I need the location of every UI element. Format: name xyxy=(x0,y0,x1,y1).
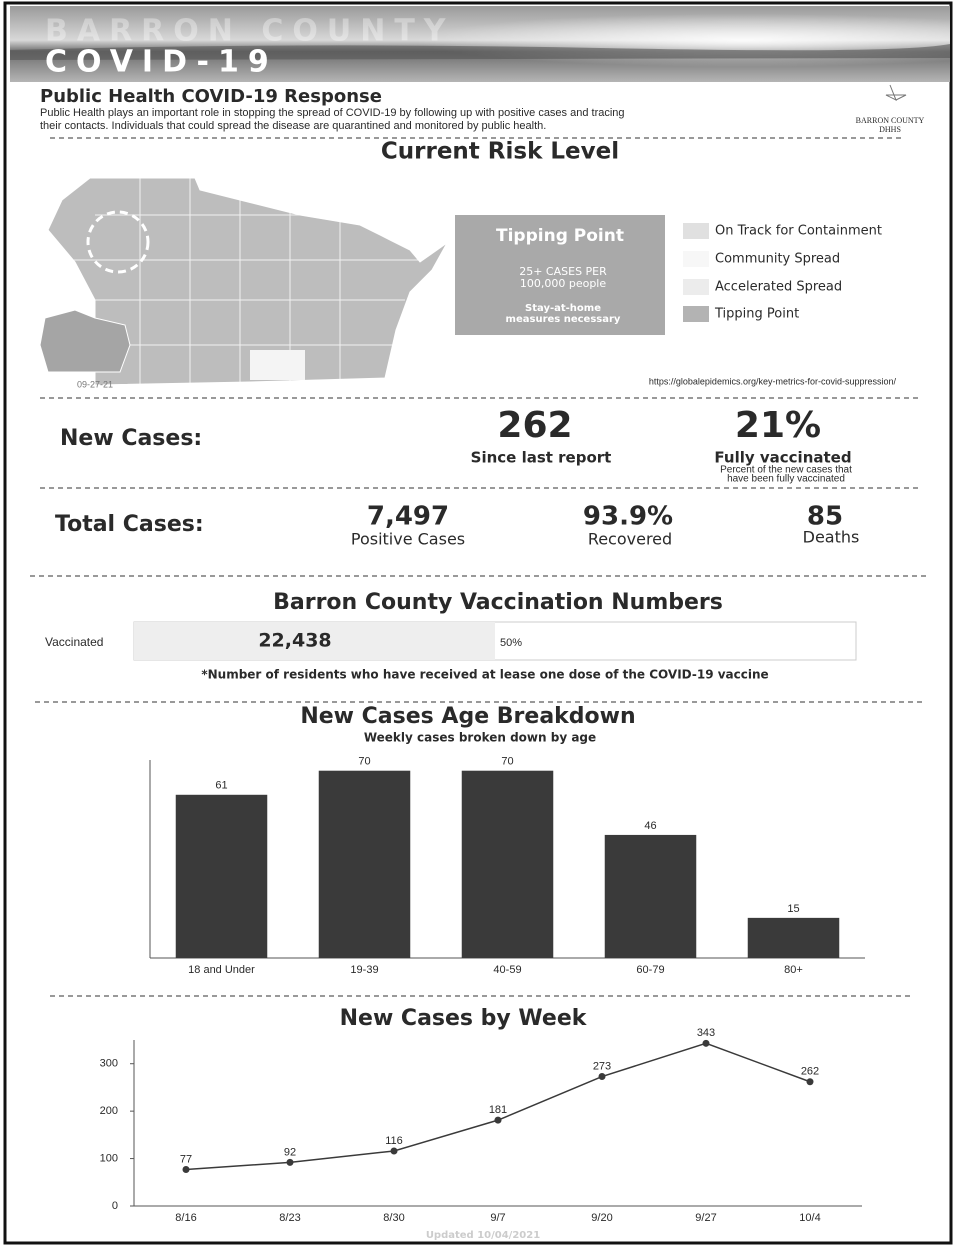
risk-action: measures necessary xyxy=(506,314,621,325)
logo-mark xyxy=(886,85,906,100)
bar xyxy=(605,835,697,958)
intro-heading: Public Health COVID-19 Response xyxy=(40,86,382,107)
y-tick-label: 300 xyxy=(100,1058,118,1070)
legend-label: On Track for Containment xyxy=(715,224,882,239)
data-label: 70 xyxy=(358,756,370,768)
data-label: 273 xyxy=(593,1060,611,1072)
total-cases-label: Total Cases: xyxy=(55,512,204,537)
x-tick-label: 8/30 xyxy=(383,1212,404,1224)
vaccination-row-label: Vaccinated xyxy=(45,635,103,649)
legend-swatch xyxy=(683,223,709,239)
point xyxy=(599,1073,606,1080)
data-label: 77 xyxy=(180,1153,192,1165)
section-title: Barron County Vaccination Numbers xyxy=(273,590,723,615)
vaccinated-note: have been fully vaccinated xyxy=(727,474,845,485)
x-tick-label: 9/20 xyxy=(591,1212,612,1224)
y-tick-label: 200 xyxy=(100,1105,118,1117)
new-cases-count: 262 xyxy=(497,405,572,446)
x-tick-label: 10/4 xyxy=(799,1212,820,1224)
y-tick-label: 0 xyxy=(112,1200,118,1212)
x-tick-label: 9/27 xyxy=(695,1212,716,1224)
x-tick-label: 9/7 xyxy=(490,1212,505,1224)
updated-date: Updated 10/04/2021 xyxy=(426,1230,540,1241)
x-tick-label: 60-79 xyxy=(636,964,664,976)
x-tick-label: 40-59 xyxy=(493,964,521,976)
data-label: 116 xyxy=(385,1135,403,1147)
stat-label: Positive Cases xyxy=(351,530,465,549)
data-label: 61 xyxy=(215,780,227,792)
vaccination-note: *Number of residents who have received a… xyxy=(201,668,768,682)
point xyxy=(495,1117,502,1124)
vaccinated-percent: 21% xyxy=(735,405,821,446)
point xyxy=(183,1166,190,1173)
point xyxy=(703,1040,710,1047)
data-label: 181 xyxy=(489,1104,507,1116)
data-label: 46 xyxy=(644,820,656,832)
banner-subtitle: COVID-19 xyxy=(45,45,278,80)
vaccination-percent: 50% xyxy=(500,637,522,649)
logo-text: DHHS xyxy=(879,125,901,134)
logo-text: BARRON COUNTY xyxy=(856,116,925,125)
legend-swatch xyxy=(683,279,709,295)
stat-value: 7,497 xyxy=(367,502,449,532)
stat-label: Recovered xyxy=(588,530,672,549)
intro-text: their contacts. Individuals that could s… xyxy=(40,120,546,132)
x-tick-label: 80+ xyxy=(784,964,803,976)
new-cases-count-label: Since last report xyxy=(471,449,612,467)
risk-action: Stay-at-home xyxy=(525,303,601,314)
bar xyxy=(462,771,554,958)
banner-title: BARRON COUNTY xyxy=(45,14,455,49)
stat-label: Deaths xyxy=(803,528,860,547)
source-link: https://globalepidemics.org/key-metrics-… xyxy=(649,376,897,386)
risk-level: Tipping Point xyxy=(496,226,624,246)
point xyxy=(391,1147,398,1154)
legend-swatch xyxy=(683,306,709,322)
intro-text: Public Health plays an important role in… xyxy=(40,107,625,119)
banner: BARRON COUNTY COVID-19 xyxy=(10,6,950,82)
legend-label: Accelerated Spread xyxy=(715,280,842,295)
data-label: 15 xyxy=(787,903,799,915)
y-tick-label: 100 xyxy=(100,1152,118,1164)
data-label: 92 xyxy=(284,1146,296,1158)
chart-subtitle: Weekly cases broken down by age xyxy=(364,731,596,745)
bar xyxy=(176,795,268,958)
section-title: Current Risk Level xyxy=(381,139,619,165)
risk-threshold: 100,000 people xyxy=(520,277,607,290)
legend-label: Community Spread xyxy=(715,252,840,267)
map-date: 09-27-21 xyxy=(77,379,113,389)
x-tick-label: 8/16 xyxy=(175,1212,196,1224)
x-tick-label: 8/23 xyxy=(279,1212,300,1224)
legend-swatch xyxy=(683,251,709,267)
point xyxy=(287,1159,294,1166)
chart-title: New Cases Age Breakdown xyxy=(300,704,635,729)
data-label: 343 xyxy=(697,1027,715,1039)
x-tick-label: 18 and Under xyxy=(188,964,255,976)
data-label: 262 xyxy=(801,1066,819,1078)
legend-label: Tipping Point xyxy=(714,307,799,322)
chart-title: New Cases by Week xyxy=(340,1006,588,1031)
data-label: 70 xyxy=(501,756,513,768)
risk-map xyxy=(40,178,447,385)
bar xyxy=(748,918,840,958)
vaccination-count: 22,438 xyxy=(258,630,331,652)
x-tick-label: 19-39 xyxy=(350,964,378,976)
point xyxy=(807,1078,814,1085)
new-cases-label: New Cases: xyxy=(60,426,202,451)
bar xyxy=(319,771,411,958)
stat-value: 93.9% xyxy=(583,502,673,532)
page: BARRON COUNTY COVID-19 Public Health COV… xyxy=(0,0,961,1246)
